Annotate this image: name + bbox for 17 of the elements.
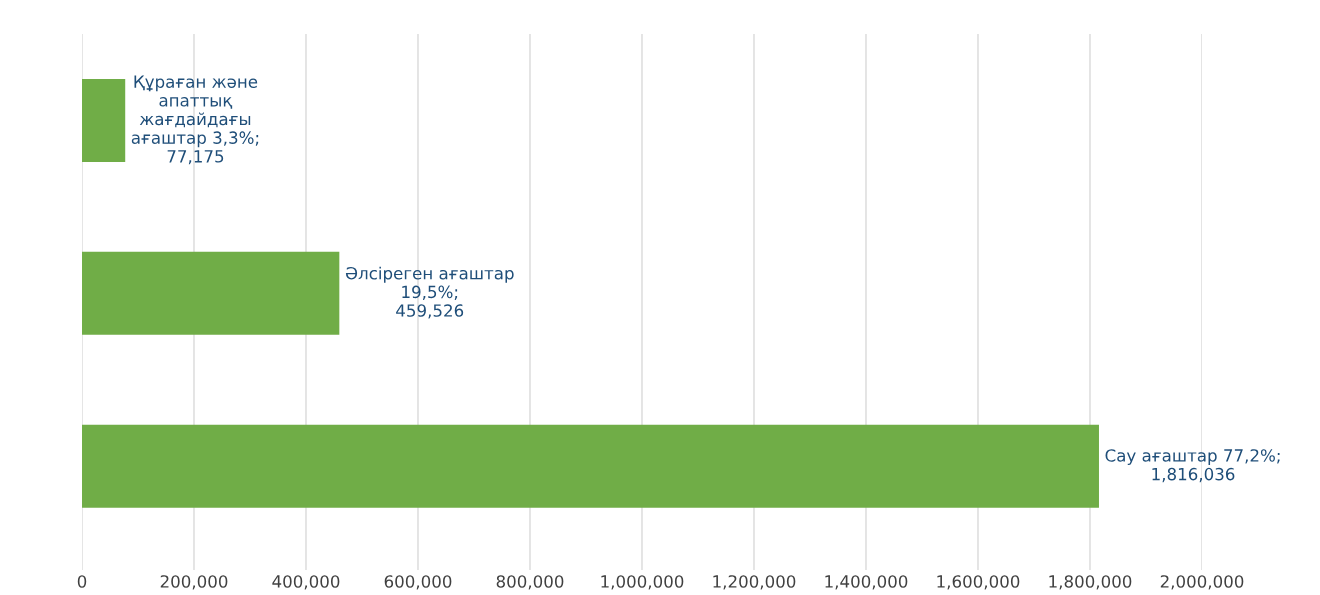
- x-tick-label: 1,800,000: [1049, 575, 1132, 590]
- x-tick-label: 1,600,000: [937, 575, 1020, 590]
- bar: [82, 424, 1099, 508]
- x-tick-label: 1,200,000: [713, 575, 796, 590]
- data-label: Әлсіреген ағаштар 19,5%; 459,526: [345, 266, 514, 319]
- data-label: Құраған және апаттық жағдайдағы ағаштар 3,3%; 77,175: [131, 75, 259, 165]
- x-tick-label: 400,000: [272, 575, 340, 590]
- x-tick-label: 1,400,000: [825, 575, 908, 590]
- data-label: Сау ағаштар 77,2%; 1,816,036: [1105, 449, 1280, 483]
- x-tick-label: 2,000,000: [1160, 575, 1244, 590]
- x-tick-label: 800,000: [496, 575, 564, 590]
- x-tick-label: 0: [77, 575, 87, 588]
- bar: [82, 251, 340, 335]
- x-tick-label: 200,000: [160, 575, 228, 590]
- x-tick-label: 600,000: [384, 575, 452, 590]
- bar: [82, 78, 126, 162]
- x-tick-label: 1,000,000: [601, 575, 684, 590]
